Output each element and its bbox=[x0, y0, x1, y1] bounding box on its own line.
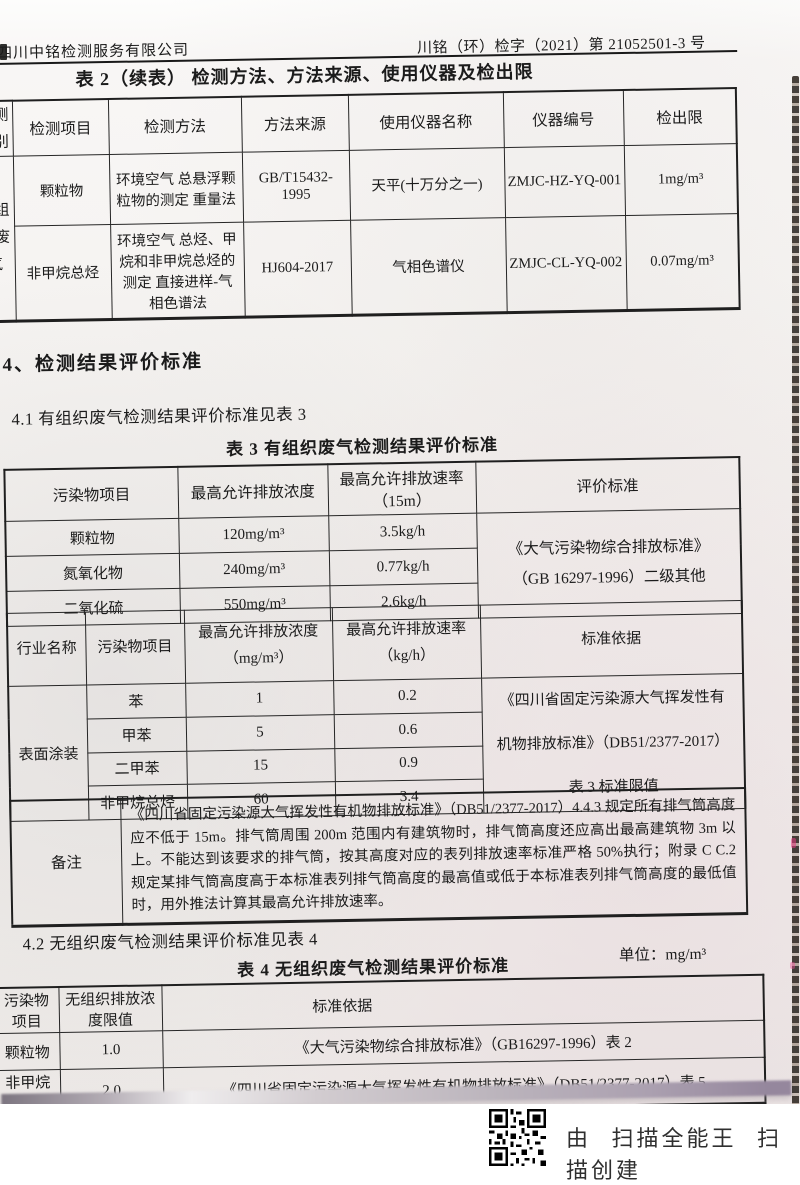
cell-rate: 0.6 bbox=[333, 711, 483, 749]
col-header-limit: 检出限 bbox=[622, 88, 737, 146]
table-row: 非甲烷总烃 环境空气 总烃、甲烷和非甲烷总烃的测定 直接进样-气相色谱法 HJ6… bbox=[0, 213, 740, 322]
col-header-code: 仪器编号 bbox=[502, 90, 624, 148]
cell-concentration: 5 bbox=[185, 714, 335, 751]
table3-title: 表 3 有组织废气检测结果评价标准 bbox=[225, 435, 499, 460]
cell-source: HJ604-2017 bbox=[243, 220, 352, 318]
cell-limit: 1mg/m³ bbox=[623, 143, 739, 216]
table3-note: 备注 《四川省固定污染源大气挥发性有机物排放标准》（DB51/2377-2017… bbox=[9, 786, 749, 928]
cell-rate: 0.2 bbox=[333, 678, 482, 715]
col-header-pollutant: 污染物项目 bbox=[84, 610, 186, 685]
pink-edge-mark bbox=[790, 962, 795, 969]
page-edge-artifact bbox=[792, 76, 799, 1130]
col-header-eval-standard: 评价标准 bbox=[475, 457, 741, 514]
cell-source: GB/T15432-1995 bbox=[241, 150, 351, 223]
section4-heading: 4、检测结果评价标准 bbox=[2, 351, 204, 376]
section41-heading: 4.1 有组织废气检测结果评价标准见表 3 bbox=[11, 404, 307, 429]
cell-pollutant: 颗粒物 bbox=[5, 518, 179, 557]
cell-rate: 0.9 bbox=[334, 745, 483, 782]
cell-rate: 3.5kg/h bbox=[328, 513, 477, 551]
col-header-standard-basis: 标准依据 bbox=[479, 600, 744, 679]
note-text: 《四川省固定污染源大气挥发性有机物排放标准》（DB51/2377-2017）4.… bbox=[120, 788, 748, 924]
cell-pollutant: 苯 bbox=[86, 683, 186, 719]
cell-concentration: 15 bbox=[186, 748, 335, 785]
cell-code: ZMJC-CL-YQ-002 bbox=[505, 215, 627, 313]
table4-title: 表 4 无组织废气检测结果评价标准 bbox=[236, 956, 510, 980]
cell-instrument: 天平(十万分之一) bbox=[348, 147, 506, 221]
col-header-instrument: 使用仪器名称 bbox=[347, 92, 504, 151]
col-header-max-rate: 最高允许排放速率 （15m） bbox=[327, 461, 477, 516]
scanned-paper-background bbox=[0, 0, 800, 1108]
camscanner-caption: 由 扫描全能王 扫描创建 bbox=[566, 1126, 783, 1183]
cell-method: 环境空气 总悬浮颗粒物的测定 重量法 bbox=[108, 152, 244, 225]
cell-pollutant: 颗粒物 bbox=[0, 1032, 60, 1071]
col-header-item: 检测项目 bbox=[11, 99, 109, 157]
cell-concentration: 120mg/m³ bbox=[178, 515, 329, 554]
cell-pollutant: 甲苯 bbox=[86, 717, 187, 753]
table2-detection-methods: 检测类别 检测项目 检测方法 方法来源 使用仪器名称 仪器编号 检出限 无组织废… bbox=[0, 87, 741, 324]
col-header-source: 方法来源 bbox=[240, 94, 349, 153]
cell-code: ZMJC-HZ-YQ-001 bbox=[503, 145, 626, 218]
table2-title: 表 2（续表） 检测方法、方法来源、使用仪器及检出限 bbox=[75, 61, 534, 90]
cell-pollutant: 二甲苯 bbox=[87, 750, 187, 787]
cell-rate: 0.77kg/h bbox=[328, 548, 478, 586]
cell-limit: 1.0 bbox=[59, 1030, 163, 1070]
col-header-max-concentration: 最高允许排放浓度 （mg/m³） bbox=[183, 607, 334, 684]
scan-artifact-mark bbox=[0, 44, 7, 60]
cell-limit: 0.07mg/m³ bbox=[625, 213, 740, 311]
col-header-limit: 无组织排放浓度限值 bbox=[58, 985, 163, 1033]
col-header-max-rate: 最高允许排放速率 （kg/h） bbox=[331, 605, 482, 681]
note-label: 备注 bbox=[10, 798, 123, 926]
pink-edge-mark bbox=[791, 838, 796, 848]
cell-method: 环境空气 总烃、甲烷和非甲烷总烃的测定 直接进样-气相色谱法 bbox=[110, 222, 245, 320]
col-header-category: 检测类别 bbox=[0, 100, 13, 157]
cell-pollutant: 氮氧化物 bbox=[5, 553, 180, 592]
cell-concentration: 240mg/m³ bbox=[178, 550, 330, 589]
table-row: 无组织废气 颗粒物 环境空气 总悬浮颗粒物的测定 重量法 GB/T15432-1… bbox=[0, 143, 739, 322]
col-header-industry: 行业名称 bbox=[6, 612, 87, 687]
section42-heading: 4.2 无组织废气检测结果评价标准见表 4 bbox=[22, 929, 318, 954]
cell-item: 颗粒物 bbox=[12, 154, 111, 227]
qr-code-icon bbox=[489, 1109, 546, 1166]
cell-concentration: 1 bbox=[185, 680, 334, 718]
cell-item: 非甲烷总烃 bbox=[14, 224, 112, 322]
col-header-method: 检测方法 bbox=[107, 96, 242, 155]
col-header-pollutant: 污染物项目 bbox=[0, 987, 60, 1034]
cell-instrument: 气相色谱仪 bbox=[350, 217, 507, 316]
col-header-pollutant: 污染物项目 bbox=[4, 466, 179, 522]
footer-white-margin bbox=[0, 1104, 800, 1168]
unit-label: 单位：mg/m³ bbox=[618, 945, 707, 965]
col-header-max-concentration: 最高允许排放浓度 bbox=[177, 464, 329, 519]
